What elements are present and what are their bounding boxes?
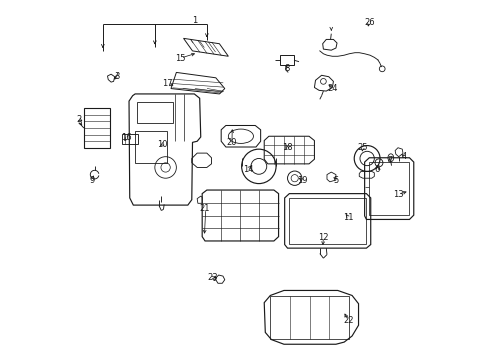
Text: 15: 15 [174, 54, 185, 63]
Text: 20: 20 [226, 138, 237, 147]
Text: 6: 6 [374, 165, 379, 174]
Text: 16: 16 [121, 133, 131, 142]
Text: 22: 22 [343, 316, 353, 325]
Text: 9: 9 [89, 176, 95, 185]
Text: 24: 24 [326, 84, 337, 93]
Bar [83, 108, 109, 148]
Text: 5: 5 [333, 176, 338, 185]
Text: 17: 17 [162, 80, 172, 89]
Text: 7: 7 [386, 156, 392, 165]
Text: 26: 26 [363, 18, 374, 27]
Bar [289, 198, 366, 244]
Text: 2: 2 [76, 114, 81, 123]
Bar [137, 102, 172, 123]
Bar [122, 134, 138, 144]
Text: 14: 14 [243, 165, 253, 174]
Text: 23: 23 [206, 273, 217, 282]
Text: 4: 4 [401, 152, 406, 161]
Text: 1: 1 [191, 16, 197, 25]
Text: 10: 10 [157, 140, 167, 149]
Text: 21: 21 [200, 204, 210, 213]
Text: 19: 19 [296, 176, 306, 185]
Text: 13: 13 [392, 190, 403, 199]
Text: 11: 11 [343, 213, 353, 222]
Text: 25: 25 [357, 143, 367, 152]
Text: 18: 18 [282, 143, 292, 152]
Bar [280, 55, 293, 65]
Text: 3: 3 [114, 72, 120, 81]
Text: 12: 12 [318, 233, 328, 242]
Bar [270, 296, 348, 338]
Bar [368, 162, 408, 215]
Bar [135, 131, 167, 163]
Text: 8: 8 [284, 64, 289, 73]
